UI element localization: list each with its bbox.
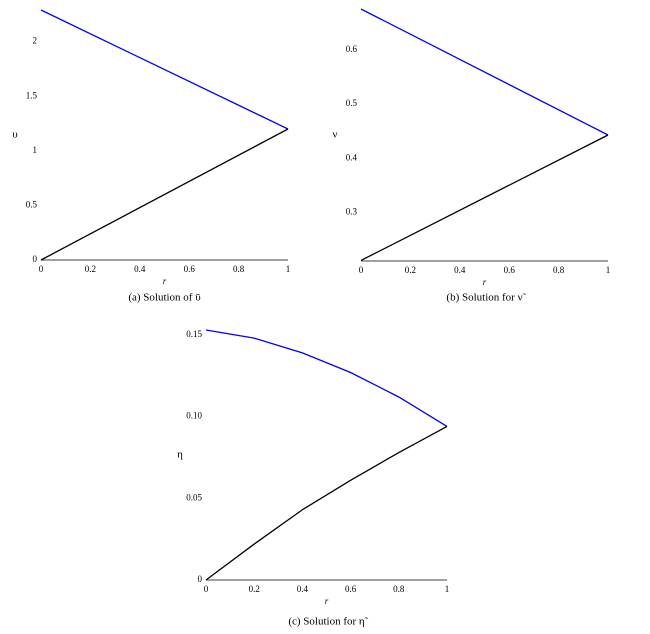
series-line (360, 8, 609, 136)
series-line (360, 134, 609, 262)
x-tick-label: 0.8 (393, 584, 405, 594)
x-tick-label: 0.6 (504, 265, 516, 275)
x-tick-label: 0 (204, 584, 209, 594)
caption: (a) Solution of ῡ (128, 292, 201, 304)
series-line (40, 128, 289, 261)
caption: (b) Solution for ν̃ (446, 292, 526, 304)
y-tick-label: 1.5 (26, 90, 38, 100)
y-tick-label: 0.5 (346, 98, 358, 108)
y-tick-label: 0 (198, 574, 203, 584)
caption: (c) Solution for η̃ (288, 616, 368, 628)
x-tick-label: 1 (286, 264, 291, 274)
x-tick-label: 0 (39, 264, 44, 274)
x-axis-label: r (483, 277, 487, 287)
y-axis-label: ν (333, 129, 338, 141)
x-tick-label: 0.8 (553, 265, 565, 275)
x-tick-label: 0.8 (233, 264, 245, 274)
y-axis-label: υ (12, 129, 18, 141)
y-tick-label: 0.5 (26, 199, 38, 209)
x-axis-label: r (325, 596, 329, 606)
y-axis-label: η (177, 449, 183, 461)
x-tick-label: 0.4 (134, 264, 146, 274)
y-tick-label: 1 (33, 145, 38, 155)
x-tick-label: 1 (606, 265, 611, 275)
series-line (205, 329, 448, 427)
series-line (40, 9, 289, 130)
x-tick-label: 0.6 (345, 584, 357, 594)
x-tick-label: 0.4 (454, 265, 466, 275)
x-tick-label: 0.4 (297, 584, 309, 594)
y-tick-label: 0.10 (186, 411, 202, 421)
x-tick-label: 0.2 (85, 264, 96, 274)
y-tick-label: 0.6 (346, 44, 358, 54)
y-tick-label: 0.05 (186, 492, 202, 502)
y-tick-label: 0 (33, 254, 38, 264)
x-tick-label: 0.6 (184, 264, 196, 274)
y-tick-label: 2 (33, 36, 38, 46)
y-tick-label: 0.3 (346, 206, 358, 216)
series-line (205, 425, 448, 581)
x-tick-label: 0 (359, 265, 364, 275)
y-tick-label: 0.15 (186, 329, 202, 339)
x-tick-label: 1 (445, 584, 450, 594)
y-tick-label: 0.4 (346, 152, 358, 162)
x-tick-label: 0.2 (249, 584, 260, 594)
x-tick-label: 0.2 (405, 265, 416, 275)
x-axis-label: r (163, 276, 167, 286)
